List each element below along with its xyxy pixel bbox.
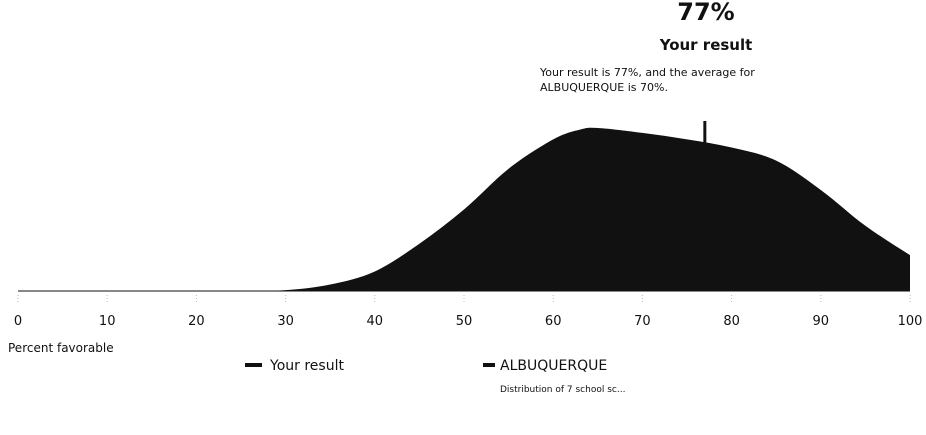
x-tick-label: 40 <box>367 314 384 329</box>
x-tick-label: 0 <box>14 314 22 329</box>
x-tick-label: 90 <box>813 314 830 329</box>
x-tick-label: 80 <box>723 314 740 329</box>
legend-note: Distribution of 7 school sc... <box>500 385 625 395</box>
marker-text: ALBUQUERQUE is 70%. <box>540 81 668 94</box>
x-tick-label: 10 <box>99 314 116 329</box>
marker-title: Your result <box>659 36 753 54</box>
x-tick-label: 100 <box>898 314 923 329</box>
marker-label: 77% <box>677 0 734 26</box>
x-tick-label: 30 <box>277 314 294 329</box>
legend-label: ALBUQUERQUE <box>500 358 607 374</box>
legend-swatch <box>245 363 262 367</box>
x-tick-label: 60 <box>545 314 562 329</box>
x-axis-label: Percent favorable <box>8 341 114 355</box>
density-area <box>241 127 910 291</box>
legend-label: Your result <box>269 358 344 374</box>
x-tick-label: 50 <box>456 314 473 329</box>
x-tick-label: 70 <box>634 314 651 329</box>
legend-swatch <box>483 363 495 367</box>
x-tick-label: 20 <box>188 314 205 329</box>
marker-text: Your result is 77%, and the average for <box>539 66 755 79</box>
